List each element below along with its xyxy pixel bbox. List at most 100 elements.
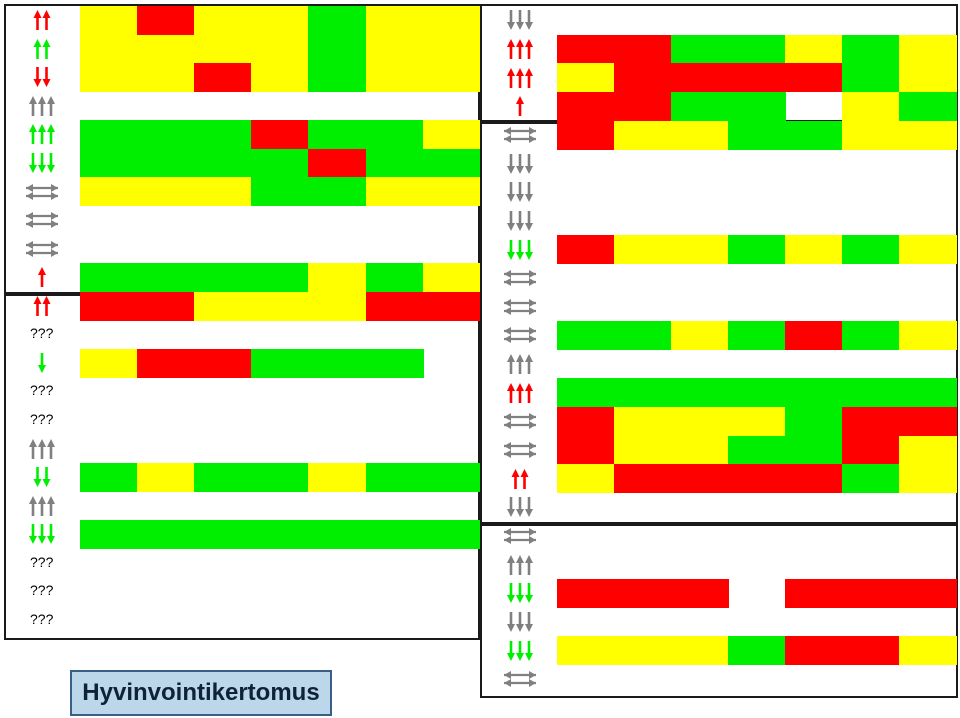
right-cell-red	[557, 35, 615, 64]
left-trend-unknown: ???	[30, 610, 54, 627]
right-cell-green	[614, 321, 672, 350]
left-cell-green	[366, 263, 424, 292]
right-cell-red	[614, 35, 672, 64]
left-cell-green	[80, 149, 138, 178]
right-cell-red	[557, 92, 615, 121]
left-cell-green	[366, 349, 424, 378]
right-cell-red	[842, 407, 900, 436]
right-cell-yellow	[671, 436, 729, 465]
right-cell-red	[842, 436, 900, 465]
right-cell-green	[671, 92, 729, 121]
left-cell-green	[423, 463, 481, 492]
left-cell-yellow	[137, 35, 195, 64]
left-cell-green	[80, 263, 138, 292]
left-cell-yellow	[366, 177, 424, 206]
right-cell-green	[728, 35, 786, 64]
left-cell-yellow	[194, 6, 252, 35]
left-cell-yellow	[137, 177, 195, 206]
right-cell-green	[842, 378, 900, 407]
left-cell-red	[137, 6, 195, 35]
left-trend-flat-gray-icon	[26, 183, 58, 200]
right-cell-yellow	[785, 235, 843, 264]
left-cell-green	[308, 63, 366, 92]
right-cell-yellow	[614, 636, 672, 665]
left-trend-unknown: ???	[30, 553, 54, 570]
right-cell-yellow	[899, 235, 957, 264]
left-cell-yellow	[251, 292, 309, 321]
left-cell-green	[366, 120, 424, 149]
left-cell-green	[308, 520, 366, 549]
left-cell-yellow	[366, 6, 424, 35]
left-cell-green	[366, 149, 424, 178]
right-cell-yellow	[899, 121, 957, 150]
right-cell-red	[557, 436, 615, 465]
left-cell-green	[308, 177, 366, 206]
right-cell-green	[557, 321, 615, 350]
right-cell-green	[728, 121, 786, 150]
right-cell-red	[671, 63, 729, 92]
left-cell-green	[251, 149, 309, 178]
right-cell-yellow	[728, 407, 786, 436]
right-trend-flat-gray-icon	[504, 671, 536, 688]
right-cell-green	[899, 92, 957, 121]
right-cell-green	[728, 321, 786, 350]
right-trend-flat-gray-icon	[504, 327, 536, 344]
left-cell-yellow	[251, 6, 309, 35]
right-cell-green	[842, 63, 900, 92]
right-cell-red	[785, 321, 843, 350]
right-cell-green	[785, 121, 843, 150]
left-cell-yellow	[423, 263, 481, 292]
left-trend-flat-gray-icon	[26, 240, 58, 257]
left-cell-yellow	[80, 177, 138, 206]
right-cell-red	[728, 63, 786, 92]
right-cell-green	[614, 378, 672, 407]
right-cell-yellow	[785, 35, 843, 64]
right-trend-down-3-gray-icon	[507, 182, 533, 203]
right-group-box-2	[480, 524, 958, 698]
right-trend-down-3-gray-icon	[507, 210, 533, 231]
right-cell-red	[785, 579, 843, 608]
left-cell-green	[366, 520, 424, 549]
right-cell-yellow	[557, 636, 615, 665]
right-trend-down-3-green-icon	[507, 239, 533, 260]
left-cell-red	[137, 349, 195, 378]
left-cell-green	[366, 463, 424, 492]
left-cell-yellow	[194, 35, 252, 64]
right-cell-red	[557, 407, 615, 436]
right-trend-flat-gray-icon	[504, 413, 536, 430]
left-cell-green	[251, 463, 309, 492]
right-trend-down-3-gray-icon	[507, 497, 533, 518]
right-cell-red	[785, 464, 843, 493]
left-cell-green	[251, 263, 309, 292]
right-cell-red	[785, 636, 843, 665]
left-trend-down-2-red-icon	[33, 67, 51, 88]
left-cell-yellow	[423, 6, 481, 35]
right-cell-yellow	[899, 63, 957, 92]
right-cell-yellow	[899, 436, 957, 465]
title-box: Hyvinvointikertomus	[70, 670, 332, 716]
left-trend-unknown: ???	[30, 410, 54, 427]
left-trend-unknown: ???	[30, 582, 54, 599]
left-cell-green	[137, 263, 195, 292]
right-cell-green	[842, 321, 900, 350]
left-cell-red	[137, 292, 195, 321]
right-cell-yellow	[557, 63, 615, 92]
right-cell-yellow	[614, 235, 672, 264]
right-cell-yellow	[557, 464, 615, 493]
right-cell-green	[728, 235, 786, 264]
left-cell-yellow	[194, 292, 252, 321]
right-cell-green	[728, 636, 786, 665]
left-cell-green	[194, 520, 252, 549]
left-cell-yellow	[423, 120, 481, 149]
right-cell-red	[614, 63, 672, 92]
right-cell-red	[671, 464, 729, 493]
left-cell-yellow	[423, 177, 481, 206]
right-cell-yellow	[899, 636, 957, 665]
right-cell-yellow	[614, 121, 672, 150]
left-cell-green	[194, 120, 252, 149]
right-cell-green	[785, 378, 843, 407]
left-trend-unknown: ???	[30, 325, 54, 342]
left-cell-yellow	[80, 6, 138, 35]
right-cell-green	[785, 436, 843, 465]
right-trend-down-3-gray-icon	[507, 611, 533, 632]
